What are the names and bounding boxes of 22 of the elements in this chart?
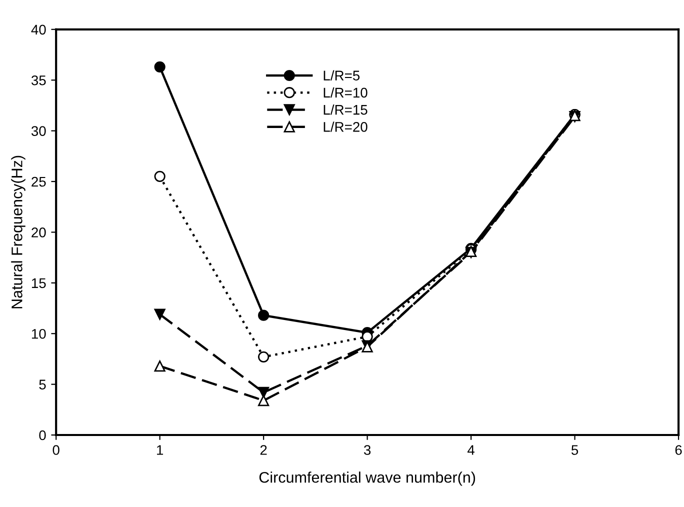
y-tick-label: 5: [39, 380, 46, 390]
y-tick-label: 0: [39, 430, 46, 440]
y-tick-label: 15: [32, 278, 46, 288]
y-axis-title: Natural Frequency(Hz): [11, 156, 26, 308]
x-tick-label: 5: [571, 445, 578, 455]
legend-label: L/R=15: [324, 104, 368, 115]
x-tick-label: 6: [675, 445, 682, 455]
y-tick-label: 25: [32, 176, 46, 187]
legend-label: L/R=5: [324, 70, 360, 80]
x-axis-title: Circumferential wave number(n): [259, 472, 476, 486]
y-tick-label: 20: [32, 228, 46, 238]
y-tick-label: 40: [31, 24, 46, 35]
x-tick-label: 3: [364, 445, 371, 455]
x-tick-label: 1: [157, 445, 164, 455]
y-tick-label: 10: [32, 328, 46, 339]
x-tick-label: 2: [260, 445, 267, 455]
y-tick-label: 35: [31, 75, 46, 86]
legend-label: L/R=20: [324, 122, 368, 132]
x-tick-label: 0: [52, 445, 60, 455]
x-tick-label: 4: [468, 445, 475, 455]
y-tick-label: 30: [31, 126, 46, 136]
legend-label: L/R=10: [324, 87, 368, 98]
